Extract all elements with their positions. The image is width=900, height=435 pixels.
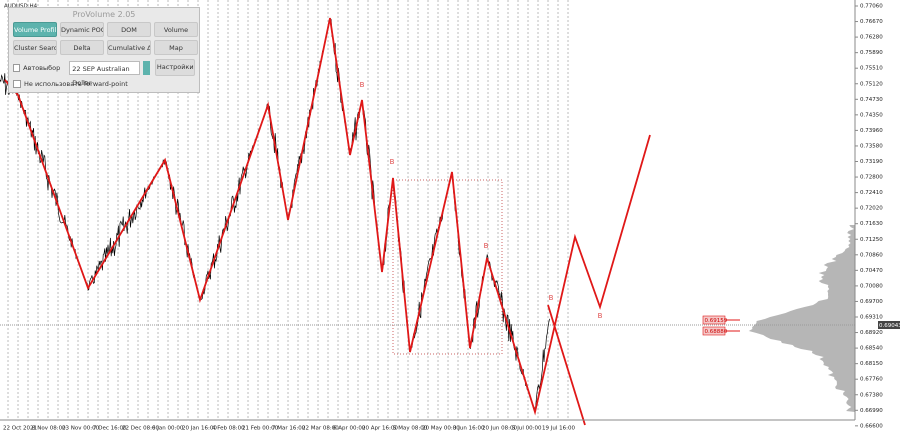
checkbox-label: Не использовать forward-point [24, 80, 128, 88]
tool-button[interactable]: Delta [60, 40, 104, 55]
time-label: 7 Dec 16:00 [93, 426, 127, 432]
price-label: 0.66600 [860, 423, 883, 429]
time-label: 20 Jun 08:00 [482, 426, 517, 432]
dropdown-arrow[interactable] [142, 60, 151, 75]
price-label: 0.73190 [860, 159, 883, 165]
level-label: 0.69159 [705, 318, 728, 324]
tool-button[interactable]: Cluster Search [13, 40, 57, 55]
range-box [392, 179, 503, 355]
price-label: 0.67380 [860, 392, 883, 398]
instrument-select[interactable]: 22 SEP Australian Dollar [69, 60, 140, 87]
settings-button[interactable]: Настройки [155, 59, 195, 76]
price-label: 0.71630 [860, 221, 883, 227]
price-label: 0.75120 [860, 81, 883, 87]
time-label: 6 Jan 00:00 [152, 426, 184, 432]
price-label: 0.76670 [860, 19, 883, 25]
wave-label: B [360, 81, 365, 89]
tool-button[interactable]: Cumulative Δ [107, 40, 151, 55]
price-label: 0.75510 [860, 66, 883, 72]
time-label: 20 May 00:00 [422, 426, 460, 432]
price-label: 0.68150 [860, 361, 883, 367]
panel-title: ProVolume 2.05 [72, 10, 136, 19]
checkbox[interactable] [13, 80, 21, 88]
current-price-tag [878, 321, 900, 329]
current-price-label: 0.69043 [879, 323, 900, 329]
price-label: 0.68540 [860, 346, 883, 352]
price-label: 0.77060 [860, 4, 883, 10]
projection-line [547, 304, 586, 426]
level-label: 0.68880 [705, 329, 728, 335]
price-label: 0.74350 [860, 112, 883, 118]
price-label: 0.73960 [860, 128, 883, 134]
button-grid: Volume Profile Dynamic POC DOM Volume Cluste… [9, 22, 199, 55]
price-label: 0.66990 [860, 408, 883, 414]
price-label: 0.70080 [860, 283, 883, 289]
time-label: 3 Jun 16:00 [453, 426, 485, 432]
time-label: 4 Feb 08:00 [212, 426, 245, 432]
tool-button[interactable]: Map [154, 40, 198, 55]
price-label: 0.73580 [860, 143, 883, 149]
time-label: 6 Apr 00:00 [333, 426, 366, 432]
forward-row: Не использовать forward-point [9, 80, 199, 88]
instrument-row: Автовыбор 22 SEP Australian Dollar Настр… [9, 59, 199, 87]
tool-button[interactable]: Volume Profile [13, 22, 57, 37]
tool-button[interactable]: DOM [107, 22, 151, 37]
provolume-panel: ProVolume 2.05 Volume Profile Dynamic POC… [8, 7, 200, 93]
volume-profile [748, 225, 855, 412]
wave-label: B [549, 294, 554, 302]
price-label: 0.72800 [860, 175, 883, 181]
price-label: 0.71250 [860, 237, 883, 243]
time-label: 22 Mar 08:00 [302, 426, 339, 432]
price-label: 0.67760 [860, 377, 883, 383]
price-label: 0.70470 [860, 268, 883, 274]
price-label: 0.76280 [860, 35, 883, 41]
time-label: 5 May 08:00 [393, 426, 428, 432]
tool-button[interactable]: Dynamic POC [60, 22, 104, 37]
price-label: 0.72020 [860, 206, 883, 212]
price-label: 0.72410 [860, 190, 883, 196]
price-label: 0.69700 [860, 299, 883, 305]
time-label: 21 Feb 00:00 [242, 426, 279, 432]
time-label: 7 Mar 16:00 [272, 426, 306, 432]
price-label: 0.74730 [860, 97, 883, 103]
price-label: 0.70860 [860, 252, 883, 258]
time-label: 20 Apr 16:00 [362, 426, 398, 432]
wave-label: B [484, 242, 489, 250]
price-label: 0.69310 [860, 315, 883, 321]
time-label: 22 Oct 2021 [3, 426, 37, 432]
price-label: 0.68920 [860, 330, 883, 336]
symbol-label: AUDUSD,H4 [4, 4, 38, 10]
time-label: 20 Jan 16:00 [182, 426, 217, 432]
zigzag-wave [4, 17, 651, 416]
time-label: 5 Jul 00:00 [512, 426, 542, 432]
time-label: 8 Nov 08:00 [32, 426, 66, 432]
checkbox-label: Автовыбор [23, 63, 61, 72]
time-label: 22 Dec 08:00 [122, 426, 159, 432]
checkbox[interactable] [13, 63, 21, 72]
wave-label: B [390, 158, 395, 166]
tool-button[interactable]: Volume [154, 22, 198, 37]
time-label: 19 Jul 16:00 [542, 426, 575, 432]
time-label: 23 Nov 00:00 [62, 426, 100, 432]
wave-label: B [598, 312, 603, 320]
price-label: 0.75890 [860, 50, 883, 56]
